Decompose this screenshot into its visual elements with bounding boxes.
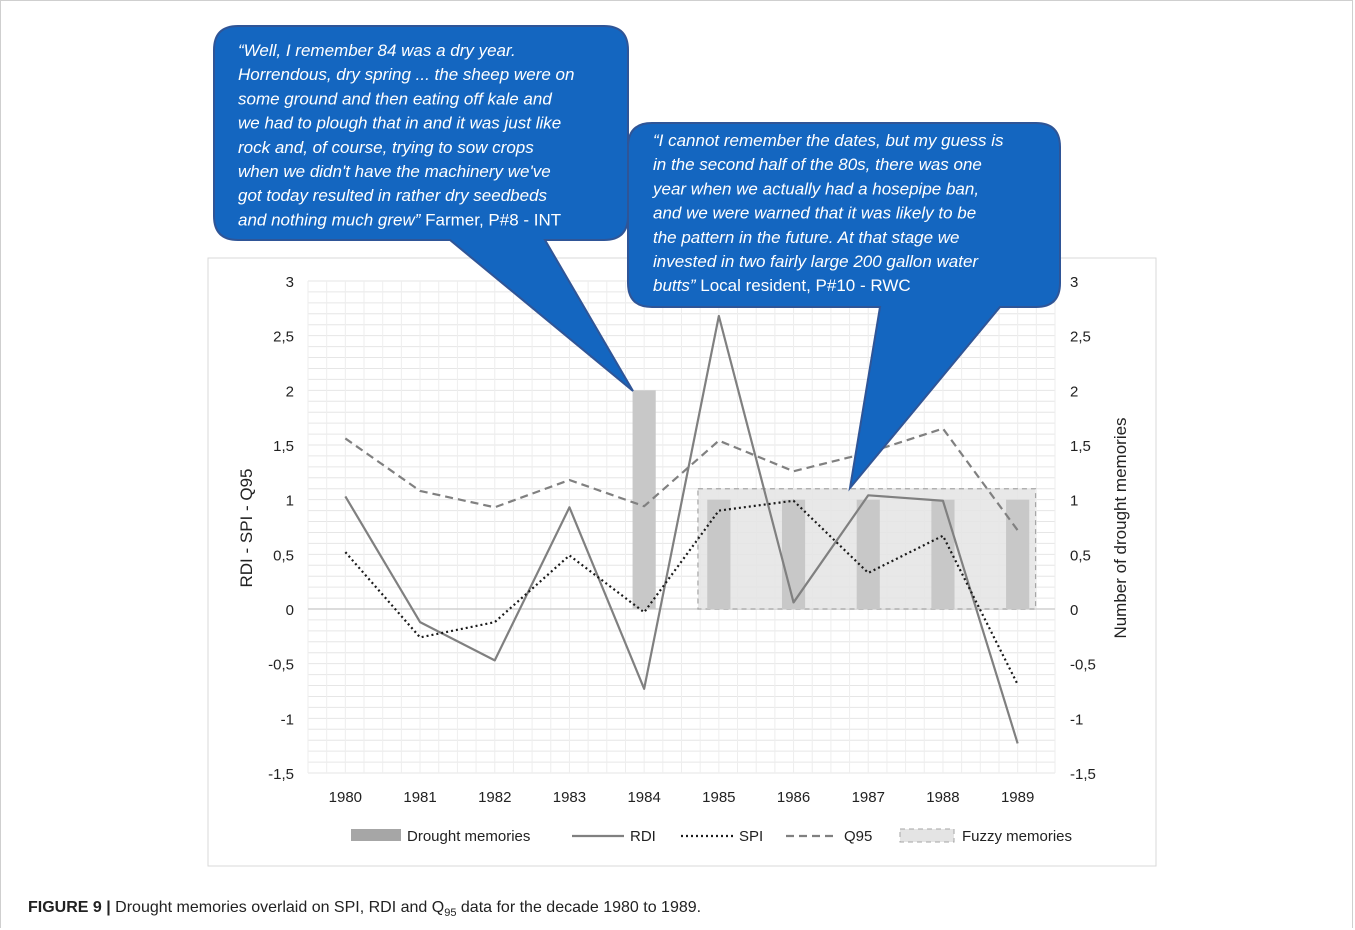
legend-label-rdi: RDI [630,828,656,845]
legend-label-spi: SPI [739,828,763,845]
drought-memory-bar-1988 [931,499,955,609]
callout-line-italic: “Well, I remember 84 was a dry year. [238,41,516,60]
callout-line-italic: and we were warned that it was likely to… [653,204,976,223]
y-tick-left: 2 [286,383,294,400]
y-tick-right: -0,5 [1070,657,1096,674]
y-tick-left: 3 [286,274,294,291]
x-tick: 1987 [852,789,885,806]
legend-label-fuzzy-memories: Fuzzy memories [962,828,1072,845]
series-line-rdi [344,314,1019,744]
drought-memory-bar-1987 [856,499,880,609]
callout-line-italic: year when we actually had a hosepipe ban… [652,179,979,198]
y-tick-right: 0,5 [1070,547,1091,564]
caption-text-end: data for the decade 1980 to 1989. [456,899,702,916]
x-tick: 1988 [926,789,959,806]
callout-resident-bubble [627,122,1061,492]
callout-farmer: “Well, I remember 84 was a dry year. Horr… [213,25,634,392]
callout-resident: “I cannot remember the dates, but my gue… [627,122,1061,492]
y-axis-right: 3 2,5 2 1,5 1 0,5 0 -0,5 -1 -1,5 [1070,274,1096,783]
callout-line-italic: we had to plough that in and it was just… [238,114,561,133]
y-axis-label-right: Number of drought memories [1111,417,1130,638]
x-tick: 1986 [777,789,810,806]
x-tick: 1984 [627,789,660,806]
drought-memory-bar-1985 [707,499,731,609]
y-tick-left: -1 [281,711,294,728]
callout-line-italic: Horrendous, dry spring ... the sheep wer… [238,65,574,84]
callout-line-italic: some ground and then eating off kale and [238,89,552,108]
callout-line-italic: and nothing much grew” [238,210,422,229]
callout-resident-text: “I cannot remember the dates, but my gue… [652,131,1004,295]
caption-subscript: 95 [444,907,457,920]
y-tick-left: -0,5 [268,657,294,674]
caption-label: FIGURE 9 | [28,899,111,916]
y-tick-left: 0 [286,602,294,619]
y-tick-left: 1 [286,493,294,510]
x-tick: 1980 [329,789,362,806]
y-axis-label-left: RDI - SPI - Q95 [237,468,256,587]
y-tick-left: 1,5 [273,438,294,455]
figure-caption: FIGURE 9 | Drought memories overlaid on … [28,899,701,919]
y-tick-right: -1 [1070,711,1083,728]
caption-text: Drought memories overlaid on SPI, RDI an… [110,899,445,916]
x-tick: 1981 [403,789,436,806]
y-tick-left: 0,5 [273,547,294,564]
drought-memory-bar-1984 [632,390,656,609]
callout-line-italic: invested in two fairly large 200 gallon … [653,252,979,271]
drought-memory-bar-1989 [1006,499,1030,609]
series-line-spi [344,499,1019,685]
y-tick-right: 1 [1070,493,1078,510]
legend-swatch-fuzzy-memories [899,828,955,843]
y-tick-right: 2 [1070,383,1078,400]
y-tick-right: 2,5 [1070,329,1091,346]
x-tick: 1985 [702,789,735,806]
callout-line-italic: “I cannot remember the dates, but my gue… [653,131,1004,150]
callout-farmer-text: “Well, I remember 84 was a dry year. Horr… [238,41,574,229]
y-tick-right: 1,5 [1070,438,1091,455]
callout-line-italic: the pattern in the future. At that stage… [653,228,960,247]
y-tick-left: 2,5 [273,329,294,346]
legend-swatch-drought-memories [351,829,401,841]
callout-line-italic: rock and, of course, trying to sow crops [238,138,534,157]
callout-line-attribution: Local resident, P#10 - RWC [696,276,911,295]
x-tick: 1989 [1001,789,1034,806]
callout-line-italic: when we didn't have the machinery we've [238,162,551,181]
callout-line-italic: butts” [653,276,697,295]
y-tick-right: -1,5 [1070,766,1096,783]
callout-line-italic: in the second half of the 80s, there was… [653,155,982,174]
drought-memory-bars [632,390,1030,609]
callout-line-attribution: Farmer, P#8 - INT [420,210,561,229]
callout-farmer-bubble [213,25,634,392]
data-series [344,314,1019,744]
y-tick-right: 3 [1070,274,1078,291]
x-tick: 1983 [553,789,586,806]
legend-label-q95: Q95 [844,828,872,845]
y-tick-left: -1,5 [268,766,294,783]
callout-line-italic: got today resulted in rather dry seedbed… [238,186,548,205]
x-axis: 1980 1981 1982 1983 1984 1985 1986 1987 1988 1989 [329,789,1035,806]
y-tick-right: 0 [1070,602,1078,619]
legend-label-drought-memories: Drought memories [407,828,530,845]
x-tick: 1982 [478,789,511,806]
y-axis-left: 3 2,5 2 1,5 1 0,5 0 -0,5 -1 -1,5 [268,274,294,783]
legend: Drought memories RDI SPI Q95 Fuzzy memories [351,828,1072,845]
